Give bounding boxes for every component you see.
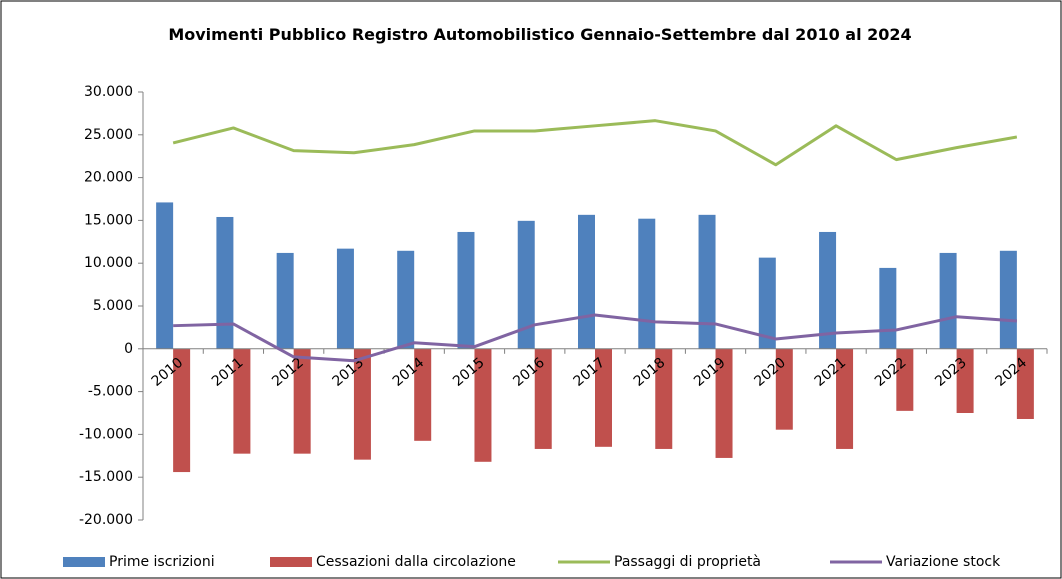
legend-label: Cessazioni dalla circolazione <box>316 554 516 570</box>
bar <box>698 214 716 349</box>
bar <box>896 348 914 411</box>
y-tick-label: 15.000 <box>84 212 133 228</box>
legend-swatch <box>63 557 105 567</box>
bar <box>715 348 733 458</box>
legend-swatch <box>270 557 312 567</box>
bar <box>397 250 415 349</box>
line <box>173 313 1017 363</box>
y-tick-label: -15.000 <box>79 469 133 485</box>
bar <box>414 348 432 441</box>
bar <box>216 216 234 349</box>
bar <box>655 348 673 449</box>
bar <box>758 257 776 349</box>
legend-label: Passaggi di proprietà <box>614 554 761 570</box>
bar <box>156 202 174 349</box>
bar <box>939 252 957 349</box>
bar <box>819 231 837 349</box>
bar <box>578 214 595 349</box>
chart-title: Movimenti Pubblico Registro Automobilist… <box>168 25 912 44</box>
line <box>172 119 1018 167</box>
y-tick-label: -5.000 <box>88 384 133 400</box>
y-tick-label: -10.000 <box>79 426 133 442</box>
bar <box>173 348 191 473</box>
bar <box>336 248 354 349</box>
bar <box>276 252 294 349</box>
y-tick-label: 0 <box>124 341 133 357</box>
bar <box>534 348 552 449</box>
bar <box>1016 348 1034 419</box>
bar <box>353 348 371 460</box>
bar <box>879 267 897 349</box>
y-tick-label: -20.000 <box>79 512 133 528</box>
bar <box>956 348 974 413</box>
bar <box>638 218 656 349</box>
bar <box>233 348 251 454</box>
bar <box>457 231 475 349</box>
bar <box>517 220 535 349</box>
bar <box>474 348 492 462</box>
bar <box>775 348 793 430</box>
y-tick-label: 10.000 <box>84 255 133 271</box>
bar <box>293 348 311 454</box>
y-tick-label: 5.000 <box>93 298 133 314</box>
y-tick-label: 20.000 <box>84 170 133 186</box>
y-tick-label: 30.000 <box>84 84 133 100</box>
y-tick-label: 25.000 <box>84 127 133 143</box>
legend-label: Variazione stock <box>886 554 1001 570</box>
bar <box>836 348 854 449</box>
bar <box>595 348 612 447</box>
legend-label: Prime iscrizioni <box>109 554 215 570</box>
bar <box>999 250 1017 349</box>
